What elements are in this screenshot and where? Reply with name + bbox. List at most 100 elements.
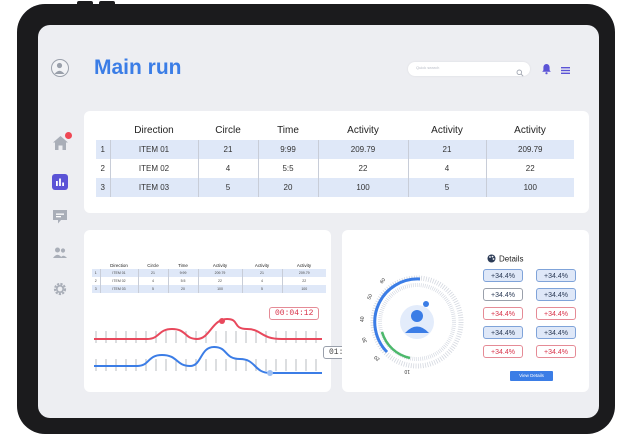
table-cell: 5:5: [167, 277, 198, 285]
stat-tile[interactable]: +34.4%: [536, 307, 576, 320]
table-cell: 21: [197, 140, 258, 159]
red-track-ticks: [95, 331, 317, 343]
menu-icon[interactable]: [560, 63, 571, 81]
home-icon[interactable]: [52, 135, 69, 156]
table-row[interactable]: 2 ITEM 02 4 5:5 22 4 22: [92, 277, 326, 285]
details-card: 60 50 40 30 20 10 Details +34.4% +34.4% …: [342, 230, 589, 392]
column-header: [92, 261, 100, 269]
tablet-button: [77, 1, 93, 6]
table-cell: 5: [407, 178, 486, 197]
stat-tile[interactable]: +34.4%: [536, 269, 576, 282]
stat-tile[interactable]: +34.4%: [483, 345, 523, 358]
message-icon[interactable]: [52, 209, 68, 230]
table-cell: ITEM 01: [99, 269, 138, 277]
table-cell: 21: [407, 140, 486, 159]
stat-tile[interactable]: +34.4%: [536, 326, 576, 339]
table-row[interactable]: 3 ITEM 03 5 20 100 5 100: [92, 285, 326, 293]
dial-tick-label: 50: [366, 293, 374, 301]
table-cell: 209.79: [485, 140, 574, 159]
column-header: Activity: [347, 124, 379, 136]
blue-wave: [94, 345, 322, 374]
table-cell: 100: [485, 178, 574, 197]
table-cell: 5:5: [257, 159, 318, 178]
table-cell: 4: [197, 159, 258, 178]
tablet-frame: Main run Quick search: [17, 1, 615, 434]
stat-tile[interactable]: +34.4%: [483, 269, 523, 282]
table-cell: 22: [197, 277, 242, 285]
table-cell: 4: [137, 277, 168, 285]
bell-icon[interactable]: [541, 62, 552, 80]
palette-icon: [487, 254, 496, 265]
column-header: Time: [277, 124, 299, 136]
search-input[interactable]: Quick search: [408, 62, 530, 77]
progress-dial: 60 50 40 30 20 10: [360, 275, 464, 374]
avatar[interactable]: [51, 59, 69, 77]
table-cell: 5: [197, 178, 258, 197]
table-cell: 22: [317, 159, 408, 178]
column-header: Activity: [514, 124, 546, 136]
red-timer: 00:04:12: [269, 307, 320, 320]
table-row[interactable]: 2 ITEM 02 4 5:5 22 4 22: [96, 159, 574, 178]
table-cell: 4: [241, 277, 282, 285]
table-cell: 21: [241, 269, 282, 277]
tablet-button: [99, 1, 115, 6]
dial-tick-label: 60: [379, 277, 387, 285]
table-row[interactable]: 1 ITEM 01 21 9:99 209.79 21 209.79: [96, 140, 574, 159]
table-cell: 20: [167, 285, 198, 293]
stat-tile[interactable]: +34.4%: [483, 326, 523, 339]
table-row[interactable]: 1 ITEM 01 21 9:99 209.79 21 209.79: [92, 269, 326, 277]
main-table-card: Direction Circle Time Activity Activity …: [84, 111, 589, 213]
dial-tick-label: 20: [373, 354, 381, 362]
column-header: Direction: [134, 124, 174, 136]
table-cell: 20: [257, 178, 318, 197]
bar-chart-icon[interactable]: [52, 174, 68, 195]
users-icon[interactable]: [52, 246, 68, 265]
mini-table: Direction Circle Time Activity Activity …: [92, 261, 326, 293]
details-title: Details: [499, 254, 524, 264]
column-header: Activity: [212, 262, 228, 268]
red-wave: [94, 317, 322, 341]
stat-tile[interactable]: +34.4%: [536, 288, 576, 301]
gear-icon[interactable]: [52, 281, 68, 302]
table-cell: 5: [241, 285, 282, 293]
table-cell: ITEM 02: [109, 159, 198, 178]
search-icon[interactable]: [516, 64, 524, 82]
stat-tile[interactable]: +34.4%: [483, 307, 523, 320]
column-header: Circle: [147, 262, 159, 268]
dial-green-arc: [380, 331, 411, 360]
timeline-waves: [94, 317, 322, 376]
stat-tile[interactable]: +34.4%: [536, 345, 576, 358]
dial-tick-label: 30: [361, 336, 369, 344]
column-header: Activity: [431, 124, 463, 136]
stat-tile[interactable]: +34.4%: [483, 288, 523, 301]
page-title: Main run: [94, 56, 182, 79]
table-cell: 100: [317, 178, 408, 197]
table-cell: 9:99: [257, 140, 318, 159]
table-cell: 1: [92, 269, 100, 277]
table-cell: ITEM 01: [109, 140, 198, 159]
main-table: Direction Circle Time Activity Activity …: [96, 120, 574, 197]
table-cell: ITEM 02: [99, 277, 138, 285]
table-cell: 9:99: [167, 269, 198, 277]
table-cell: 209.79: [317, 140, 408, 159]
table-cell: 100: [197, 285, 242, 293]
dial-blue-arc: [373, 277, 421, 354]
table-cell: 3: [96, 178, 110, 197]
table-row[interactable]: 3 ITEM 03 5 20 100 5 100: [96, 178, 574, 197]
table-cell: 2: [94, 279, 97, 283]
table-cell: ITEM 03: [109, 178, 198, 197]
column-header: Time: [178, 262, 188, 268]
app-screen: Main run Quick search: [38, 25, 599, 418]
table-cell: 5: [137, 285, 168, 293]
dial-marker: [423, 301, 429, 307]
table-cell: 209.79: [197, 269, 242, 277]
column-header: Circle: [215, 124, 241, 136]
table-cell: 4: [407, 159, 486, 178]
table-cell: 1: [96, 140, 110, 159]
table-cell: 3: [92, 285, 100, 293]
column-header: Activity: [296, 262, 312, 268]
table-cell: 22: [485, 159, 574, 178]
view-details-button[interactable]: View Details: [510, 371, 553, 381]
red-wave-marker: [219, 318, 225, 324]
table-cell: 209.79: [281, 269, 326, 277]
